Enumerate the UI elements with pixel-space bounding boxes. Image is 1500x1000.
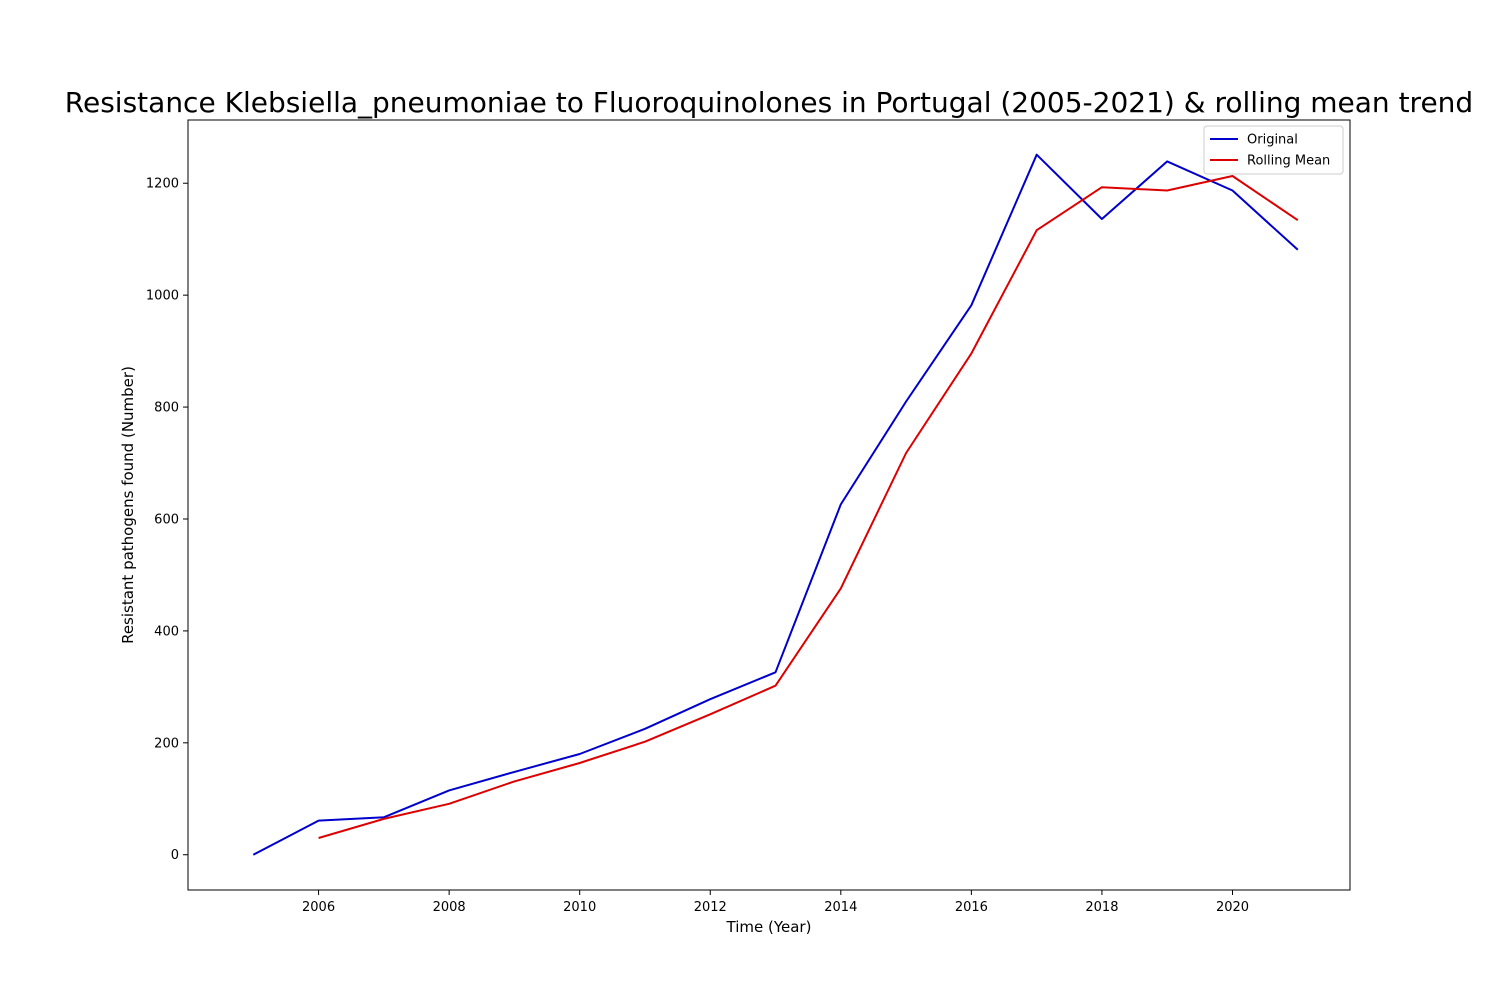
x-axis: 2006 2008 2010 2012 2014 2016 2018 2020 (302, 890, 1249, 915)
legend-label: Original (1247, 133, 1298, 148)
y-tick-label: 1000 (146, 289, 179, 304)
x-tick-label: 2008 (433, 900, 466, 915)
y-tick-label: 0 (171, 848, 179, 863)
legend-box (1203, 125, 1344, 175)
x-tick-label: 2014 (824, 900, 857, 915)
x-axis-label: Time (Year) (726, 918, 812, 936)
y-tick-label: 600 (154, 512, 179, 527)
x-tick-label: 2010 (563, 900, 596, 915)
y-tick-label: 400 (154, 624, 179, 639)
legend-label: Rolling Mean (1247, 154, 1330, 169)
series-line-original (252, 153, 1299, 856)
series-line-rolling-mean (318, 175, 1299, 839)
chart-title: Resistance Klebsiella_pneumoniae to Fluo… (65, 86, 1473, 119)
legend: Original Rolling Mean (1203, 125, 1344, 175)
y-tick-label: 200 (154, 736, 179, 751)
x-tick-label: 2006 (302, 900, 335, 915)
x-tick-label: 2016 (955, 900, 988, 915)
x-tick-label: 2018 (1085, 900, 1118, 915)
plot-area (187, 119, 1351, 891)
y-tick-label: 800 (154, 401, 179, 416)
y-axis: 0 200 400 600 800 1000 1200 (146, 177, 188, 863)
x-tick-label: 2020 (1216, 900, 1249, 915)
y-axis-label: Resistant pathogens found (Number) (119, 366, 137, 644)
series-lines (252, 153, 1299, 856)
x-tick-label: 2012 (694, 900, 727, 915)
y-tick-label: 1200 (146, 177, 179, 192)
